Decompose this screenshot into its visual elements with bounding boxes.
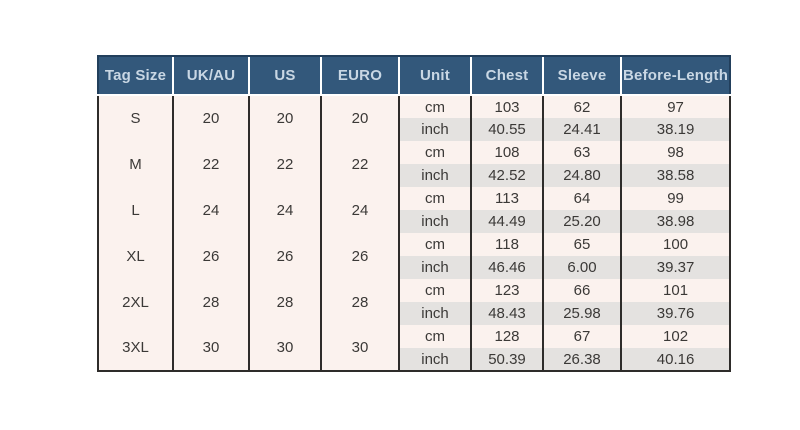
sleeve-cell: 63 — [542, 141, 622, 164]
unit-cell: inch — [398, 256, 472, 279]
header-cell-uk-au: UK/AU — [172, 55, 249, 96]
sleeve-cell: 25.98 — [542, 302, 622, 325]
size-chart-table: Tag Size UK/AU US EURO Unit Chest Sleeve Before… — [97, 55, 732, 372]
unit-cell: inch — [398, 164, 472, 187]
chest-cell: 40.55 — [470, 118, 544, 141]
sleeve-cell: 64 — [542, 187, 622, 210]
chest-cell: 123 — [470, 279, 544, 302]
table-row: S 20 20 20 cm 103 62 97 — [97, 95, 732, 141]
table-row: inch 46.46 6.00 39.37 — [98, 256, 732, 279]
euro-cell: 28 — [320, 279, 400, 325]
table-row: inch 50.39 26.38 40.16 — [98, 348, 732, 372]
chest-cell: 103 — [470, 95, 544, 118]
uk-au-cell: 24 — [172, 187, 250, 233]
sleeve-cell: 24.41 — [542, 118, 622, 141]
table-row: 3XL 30 30 30 cm 128 67 102 — [97, 325, 732, 372]
header-cell-sleeve: Sleeve — [542, 55, 621, 96]
euro-cell: 26 — [320, 233, 400, 279]
before-length-cell: 39.37 — [619, 256, 732, 279]
tag-size-cell: 3XL — [97, 325, 174, 372]
chest-cell: 44.49 — [470, 210, 544, 233]
header-cell-chest: Chest — [470, 55, 543, 96]
euro-cell: 24 — [320, 187, 400, 233]
uk-au-cell: 30 — [172, 325, 250, 372]
sleeve-cell: 62 — [542, 95, 622, 118]
before-length-cell: 97 — [619, 95, 732, 118]
header-cell-tag-size: Tag Size — [97, 55, 173, 96]
sleeve-cell: 24.80 — [542, 164, 622, 187]
before-length-cell: 38.58 — [619, 164, 732, 187]
table-row: 2XL 28 28 28 cm 123 66 101 — [97, 279, 732, 325]
chest-cell: 113 — [470, 187, 544, 210]
header-cell-before-length: Before-Length — [619, 55, 732, 96]
chest-cell: 50.39 — [470, 348, 544, 372]
table-row: inch 44.49 25.20 38.98 — [98, 210, 732, 233]
table-row: inch 48.43 25.98 39.76 — [98, 302, 732, 325]
unit-cell: inch — [398, 302, 472, 325]
us-cell: 28 — [248, 279, 322, 325]
unit-cell: cm — [398, 141, 472, 164]
header-cell-unit: Unit — [398, 55, 471, 96]
before-length-cell: 38.98 — [619, 210, 732, 233]
chest-cell: 108 — [470, 141, 544, 164]
us-cell: 20 — [248, 95, 322, 141]
tag-size-cell: 2XL — [97, 279, 174, 325]
uk-au-cell: 20 — [172, 95, 250, 141]
before-length-cell: 38.19 — [619, 118, 732, 141]
tag-size-cell: L — [97, 187, 174, 233]
sleeve-cell: 26.38 — [542, 348, 622, 372]
unit-cell: inch — [398, 118, 472, 141]
before-length-cell: 39.76 — [619, 302, 732, 325]
unit-cell: cm — [398, 187, 472, 210]
euro-cell: 30 — [320, 325, 400, 372]
before-length-cell: 101 — [619, 279, 732, 302]
sleeve-cell: 6.00 — [542, 256, 622, 279]
table-row: inch 42.52 24.80 38.58 — [98, 164, 732, 187]
table-row: M 22 22 22 cm 108 63 98 — [97, 141, 732, 187]
header-cell-us: US — [248, 55, 321, 96]
chest-cell: 46.46 — [470, 256, 544, 279]
unit-cell: cm — [398, 279, 472, 302]
table-row: L 24 24 24 cm 113 64 99 — [97, 187, 732, 233]
sleeve-cell: 66 — [542, 279, 622, 302]
uk-au-cell: 28 — [172, 279, 250, 325]
unit-cell: cm — [398, 233, 472, 256]
tag-size-cell: S — [97, 95, 174, 141]
tag-size-cell: M — [97, 141, 174, 187]
size-chart: Tag Size UK/AU US EURO Unit Chest Sleeve Before… — [97, 55, 732, 372]
euro-cell: 22 — [320, 141, 400, 187]
sleeve-cell: 65 — [542, 233, 622, 256]
table-row: inch 40.55 24.41 38.19 — [98, 118, 732, 141]
chest-cell: 48.43 — [470, 302, 544, 325]
unit-cell: cm — [398, 325, 472, 348]
table-row: XL 26 26 26 cm 118 65 100 — [97, 233, 732, 279]
us-cell: 30 — [248, 325, 322, 372]
us-cell: 24 — [248, 187, 322, 233]
header-row: Tag Size UK/AU US EURO Unit Chest Sleeve Before… — [97, 55, 732, 96]
before-length-cell: 98 — [619, 141, 732, 164]
euro-cell: 20 — [320, 95, 400, 141]
before-length-cell: 102 — [619, 325, 732, 348]
us-cell: 22 — [248, 141, 322, 187]
uk-au-cell: 26 — [172, 233, 250, 279]
before-length-cell: 40.16 — [619, 348, 732, 372]
table-body: S 20 20 20 cm 103 62 97 inch 40.55 24.41 38.19 M 22 22… — [97, 95, 732, 372]
tag-size-cell: XL — [97, 233, 174, 279]
sleeve-cell: 67 — [542, 325, 622, 348]
chest-cell: 128 — [470, 325, 544, 348]
before-length-cell: 100 — [619, 233, 732, 256]
header-cell-euro: EURO — [320, 55, 399, 96]
before-length-cell: 99 — [619, 187, 732, 210]
unit-cell: inch — [398, 210, 472, 233]
unit-cell: cm — [398, 95, 472, 118]
chest-cell: 42.52 — [470, 164, 544, 187]
sleeve-cell: 25.20 — [542, 210, 622, 233]
unit-cell: inch — [398, 348, 472, 372]
us-cell: 26 — [248, 233, 322, 279]
chest-cell: 118 — [470, 233, 544, 256]
uk-au-cell: 22 — [172, 141, 250, 187]
